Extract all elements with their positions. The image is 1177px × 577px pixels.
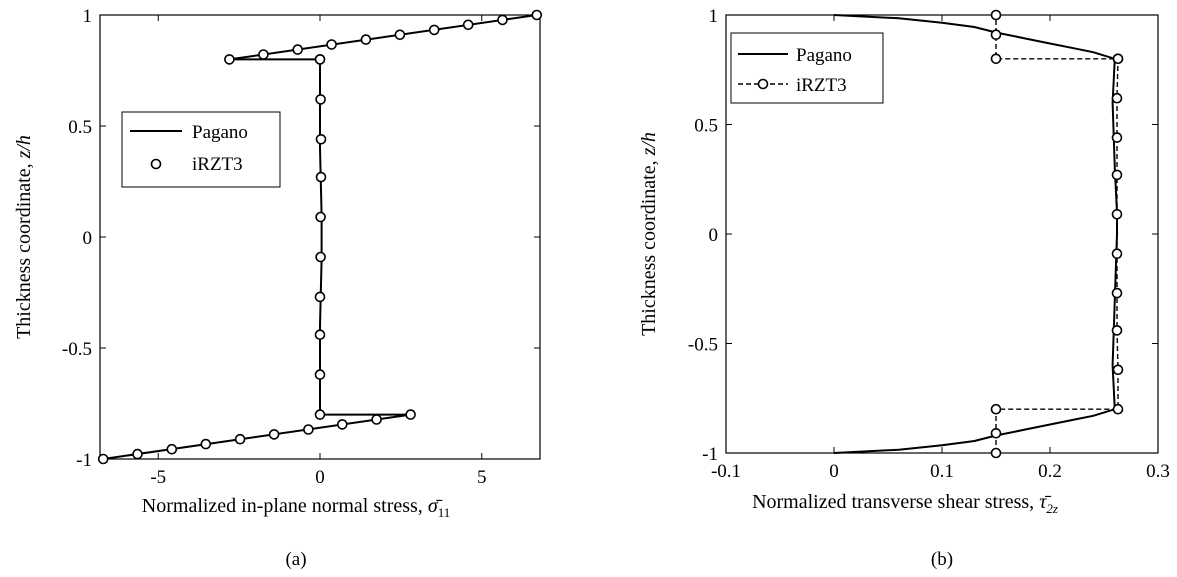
panel-caption-b: (b) bbox=[931, 549, 953, 570]
x-tick-label: -5 bbox=[150, 467, 166, 488]
legend-marker-irzt3 bbox=[757, 78, 769, 90]
panel-caption-a: (a) bbox=[285, 549, 306, 570]
data-point-irzt3 bbox=[990, 447, 1002, 459]
y-tick-label: 0.5 bbox=[694, 116, 718, 137]
data-point-irzt3 bbox=[303, 424, 314, 435]
data-point-irzt3 bbox=[315, 171, 327, 183]
data-point-irzt3 bbox=[315, 211, 326, 223]
data-point-irzt3 bbox=[1111, 92, 1123, 104]
data-point-irzt3 bbox=[1112, 403, 1124, 415]
data-point-irzt3 bbox=[258, 49, 269, 60]
data-point-irzt3 bbox=[224, 54, 235, 65]
data-point-irzt3 bbox=[326, 39, 337, 50]
data-point-irzt3 bbox=[315, 94, 326, 105]
legend-label-irzt3: iRZT3 bbox=[796, 75, 847, 96]
legend-box bbox=[121, 111, 281, 188]
data-point-irzt3 bbox=[314, 369, 326, 380]
y-tick-label: -1 bbox=[76, 450, 92, 471]
x-tick-label: 5 bbox=[477, 467, 487, 488]
legend-label-pagano: Pagano bbox=[192, 122, 248, 143]
data-point-irzt3 bbox=[1111, 132, 1123, 143]
x-tick-label: 0 bbox=[315, 467, 325, 488]
series-line-pagano bbox=[103, 14, 537, 460]
data-point-irzt3 bbox=[166, 443, 178, 455]
x-tick-label: 0 bbox=[829, 461, 839, 482]
x-axis-label-a: Normalized in-plane normal stress, σ̄11 bbox=[142, 495, 450, 520]
y-tick-label: 0.5 bbox=[68, 117, 92, 138]
data-point-irzt3 bbox=[234, 433, 246, 445]
x-axis-label-b: Normalized transverse shear stress, τ̄2z bbox=[752, 491, 1058, 516]
x-tick-label: -0.1 bbox=[711, 461, 741, 482]
series-line-pagano bbox=[833, 14, 1118, 454]
y-tick-label: -0.5 bbox=[62, 339, 92, 360]
data-point-irzt3 bbox=[314, 409, 326, 420]
legend-label-pagano: Pagano bbox=[796, 45, 852, 66]
data-point-irzt3 bbox=[990, 53, 1002, 65]
data-point-irzt3 bbox=[1111, 325, 1123, 336]
panel-a: -5 0 5 -1 -0.5 0 0.5 1 Pagano iRZT3 Normalized … bbox=[13, 6, 543, 570]
data-point-irzt3 bbox=[314, 54, 326, 65]
legend-box bbox=[730, 32, 884, 104]
data-point-irzt3 bbox=[531, 9, 543, 21]
series-line-irzt3 bbox=[995, 15, 1119, 453]
y-axis-label-a: Thickness coordinate, z/h bbox=[13, 135, 35, 339]
x-tick-label: 0.2 bbox=[1038, 461, 1062, 482]
y-tick-label: -0.5 bbox=[688, 335, 718, 356]
data-point-irzt3 bbox=[1111, 248, 1123, 259]
data-point-irzt3 bbox=[315, 134, 327, 145]
data-point-irzt3 bbox=[268, 429, 280, 440]
x-axis-subscript-a: 11 bbox=[438, 505, 451, 520]
y-tick-label: -1 bbox=[702, 444, 718, 465]
data-point-irzt3 bbox=[315, 251, 326, 263]
data-point-irzt3 bbox=[497, 14, 508, 26]
data-point-irzt3 bbox=[990, 427, 1002, 439]
y-tick-label: 0 bbox=[709, 225, 719, 246]
legend-marker-irzt3 bbox=[150, 158, 162, 170]
data-point-irzt3 bbox=[990, 403, 1002, 415]
y-tick-label: 0 bbox=[83, 228, 93, 249]
data-point-irzt3 bbox=[336, 419, 348, 430]
data-point-irzt3 bbox=[292, 44, 304, 55]
x-axis-subscript-b: 2z bbox=[1046, 501, 1058, 516]
data-point-irzt3 bbox=[1112, 53, 1124, 65]
data-point-irzt3 bbox=[314, 291, 326, 303]
x-tick-label: 0.3 bbox=[1146, 461, 1170, 482]
y-tick-label: 1 bbox=[709, 6, 719, 27]
data-point-irzt3 bbox=[200, 438, 212, 450]
data-point-irzt3 bbox=[1111, 169, 1123, 181]
y-axis-label-b: Thickness coordinate, z/h bbox=[638, 132, 660, 336]
data-point-irzt3 bbox=[371, 414, 382, 425]
legend-label-irzt3: iRZT3 bbox=[192, 154, 243, 175]
x-tick-label: 0.1 bbox=[930, 461, 954, 482]
y-axis-symbol-b: z/h bbox=[638, 132, 660, 156]
data-point-irzt3 bbox=[314, 329, 326, 341]
data-point-irzt3 bbox=[1111, 287, 1123, 299]
data-point-irzt3 bbox=[132, 448, 143, 460]
data-point-irzt3 bbox=[1111, 209, 1123, 220]
data-point-irzt3 bbox=[990, 29, 1002, 41]
legend-b: Pagano iRZT3 bbox=[730, 32, 884, 104]
data-point-irzt3 bbox=[428, 24, 440, 36]
data-point-irzt3 bbox=[360, 34, 372, 45]
data-point-irzt3 bbox=[1112, 364, 1124, 376]
y-axis-symbol-a: z/h bbox=[13, 135, 35, 159]
legend-a: Pagano iRZT3 bbox=[121, 111, 281, 188]
panel-b: -0.1 0 0.1 0.2 0.3 -1 -0.5 0 0.5 1 Pagano iRZT3 N… bbox=[638, 6, 1170, 570]
data-point-irzt3 bbox=[462, 19, 474, 31]
data-point-irzt3 bbox=[990, 9, 1002, 21]
y-tick-label: 1 bbox=[83, 6, 93, 27]
data-point-irzt3 bbox=[394, 29, 406, 41]
data-point-irzt3 bbox=[97, 453, 109, 465]
data-point-irzt3 bbox=[405, 409, 416, 420]
